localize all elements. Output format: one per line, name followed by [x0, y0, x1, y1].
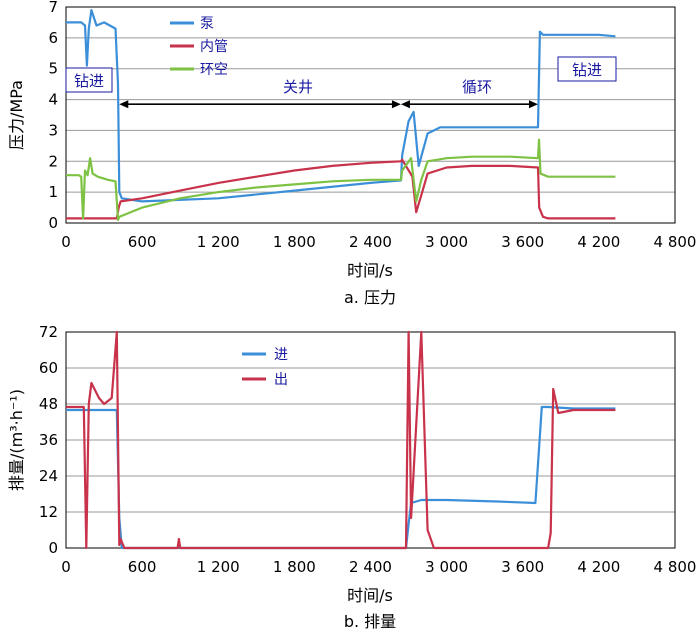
pressure-x-tick-label: 4 800 — [654, 233, 697, 251]
flow-series-line-1 — [66, 330, 616, 550]
legend-label-inner-pipe: 内管 — [200, 39, 228, 55]
drilling-label-box-left — [65, 67, 113, 93]
legend-label-out: 出 — [274, 372, 288, 388]
flow-y-tick-label: 60 — [39, 359, 58, 377]
flow-x-axis-label: 时间/s — [347, 586, 393, 605]
pressure-y-tick-label: 1 — [48, 183, 58, 201]
flow-y-tick-label: 12 — [39, 503, 58, 521]
pressure-y-tick-label: 2 — [48, 152, 58, 170]
shut-in-label: 关井 — [283, 78, 313, 96]
flow-y-tick-label: 24 — [39, 467, 58, 485]
pressure-x-tick-label: 4 200 — [577, 233, 620, 251]
pressure-chart: 0 1 2 3 4 5 6 7 0 600 1 200 1 800 2 400 3 000 3 600 4 2… — [7, 0, 696, 307]
pressure-y-tick-label: 6 — [48, 29, 58, 47]
pressure-series-line-2 — [66, 138, 616, 221]
flow-chart: 0 12 24 36 48 60 72 0 600 1 200 1 800 2 400 3 000 3 6… — [7, 323, 696, 631]
flow-x-tick-label: 4 800 — [654, 558, 697, 576]
pressure-y-tick-label: 0 — [48, 214, 58, 232]
flow-caption: b. 排量 — [344, 612, 396, 631]
pressure-series-line-1 — [66, 158, 616, 220]
flow-x-tick-label: 3 000 — [425, 558, 468, 576]
flow-x-tick-label: 1 800 — [273, 558, 316, 576]
pressure-y-tick-label: 7 — [48, 0, 58, 16]
flow-y-tick-label: 0 — [48, 539, 58, 557]
pressure-y-axis-label: 压力/MPa — [7, 80, 26, 150]
flow-x-tick-label: 0 — [61, 558, 71, 576]
pressure-series-line-0 — [66, 9, 616, 203]
flow-x-tick-label: 600 — [128, 558, 157, 576]
drilling-label-right: 钻进 — [572, 61, 602, 79]
flow-x-tick-label: 3 600 — [501, 558, 544, 576]
pressure-y-tick-label: 5 — [48, 60, 58, 78]
flow-x-tick-label: 1 200 — [197, 558, 240, 576]
pressure-x-tick-label: 3 000 — [425, 233, 468, 251]
pressure-y-tick-label: 3 — [48, 121, 58, 139]
pressure-x-tick-label: 600 — [128, 233, 157, 251]
pressure-x-axis-label: 时间/s — [347, 261, 393, 280]
flow-y-axis-label: 排量/(m³·h⁻¹) — [7, 389, 26, 491]
pressure-plot-frame — [65, 6, 676, 224]
pressure-x-tick-label: 1 800 — [273, 233, 316, 251]
legend-label-in: 进 — [274, 347, 288, 363]
flow-legend: 进 出 — [242, 347, 288, 388]
legend-label-pump: 泵 — [200, 16, 214, 32]
flow-x-tick-label: 4 200 — [577, 558, 620, 576]
pressure-caption: a. 压力 — [344, 288, 396, 307]
flow-y-tick-label: 72 — [39, 323, 58, 341]
pressure-y-tick-label: 4 — [48, 91, 58, 109]
phase-arrowhead-left-1 — [400, 100, 410, 109]
flow-y-tick-label: 48 — [39, 395, 58, 413]
pressure-legend: 泵 内管 环空 — [170, 16, 228, 78]
phase-annotations: 钻进 钻进 关井 循环 — [65, 56, 617, 109]
pressure-x-tick-label: 0 — [61, 233, 71, 251]
phase-arrowhead-right-0 — [391, 100, 401, 109]
pressure-x-tick-label: 3 600 — [501, 233, 544, 251]
flow-x-tick-label: 2 400 — [349, 558, 392, 576]
pressure-x-tick-label: 1 200 — [197, 233, 240, 251]
circulation-label: 循环 — [462, 78, 492, 96]
drilling-label-left: 钻进 — [74, 72, 104, 90]
flow-y-tick-label: 36 — [39, 431, 58, 449]
phase-arrowhead-left-0 — [119, 100, 129, 109]
phase-arrowhead-right-1 — [528, 100, 538, 109]
drilling-label-box-right — [557, 56, 617, 82]
legend-label-annulus: 环空 — [200, 62, 228, 78]
pressure-x-tick-label: 2 400 — [349, 233, 392, 251]
flow-series-line-0 — [66, 405, 616, 550]
